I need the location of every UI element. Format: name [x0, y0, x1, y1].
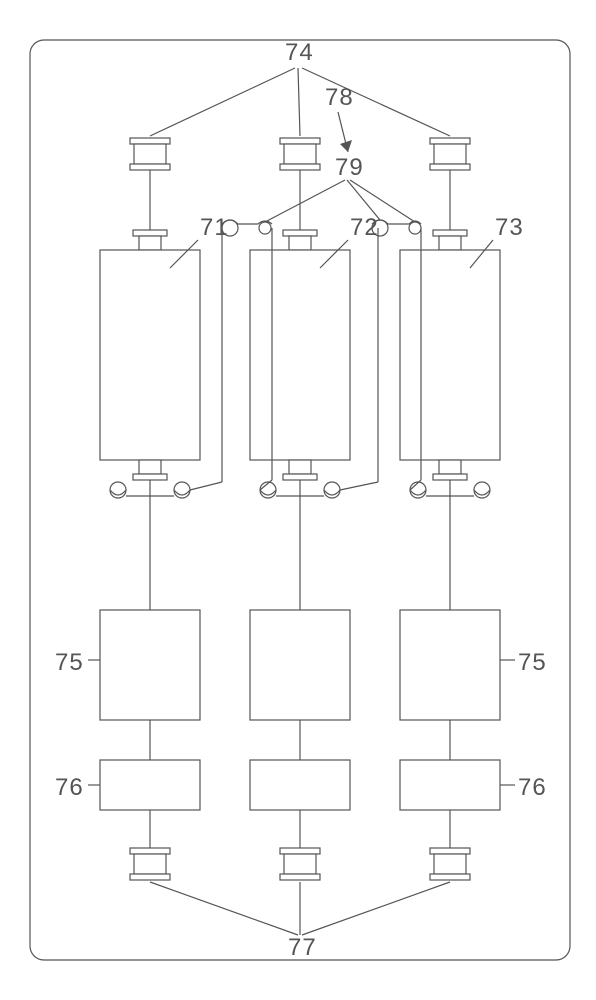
label-75-left: 75: [55, 649, 84, 676]
label-78: 78: [325, 84, 354, 111]
big-spool-71: [100, 230, 200, 480]
block-75-col3: [400, 610, 500, 720]
big-spool-73: [400, 230, 500, 480]
label-79: 79: [335, 154, 364, 181]
label-73: 73: [495, 214, 524, 241]
label-74: 74: [285, 39, 314, 66]
pulley-79-top-mid-l: [259, 222, 271, 234]
bot-spool-77-col1: [130, 848, 170, 880]
label-72: 72: [350, 214, 379, 241]
big-spool-72: [250, 230, 350, 480]
diagram-root: 74 78 79 71 72 73 75 75 76 76 77: [0, 0, 596, 1000]
top-spool-74-col3: [430, 138, 470, 170]
block-75-col1: [100, 610, 200, 720]
label-76-right: 76: [518, 774, 547, 801]
bot-spool-77-col3: [430, 848, 470, 880]
block-76-col1: [100, 760, 200, 810]
top-spool-74-col2: [280, 138, 320, 170]
block-76-col3: [400, 760, 500, 810]
block-76-col2: [250, 760, 350, 810]
block-75-col2: [250, 610, 350, 720]
top-spool-74-col1: [130, 138, 170, 170]
pulley-79-top-right: [409, 222, 421, 234]
bot-spool-77-col2: [280, 848, 320, 880]
label-77: 77: [288, 934, 317, 961]
label-71: 71: [200, 214, 229, 241]
label-76-left: 76: [55, 774, 84, 801]
label-75-right: 75: [518, 649, 547, 676]
